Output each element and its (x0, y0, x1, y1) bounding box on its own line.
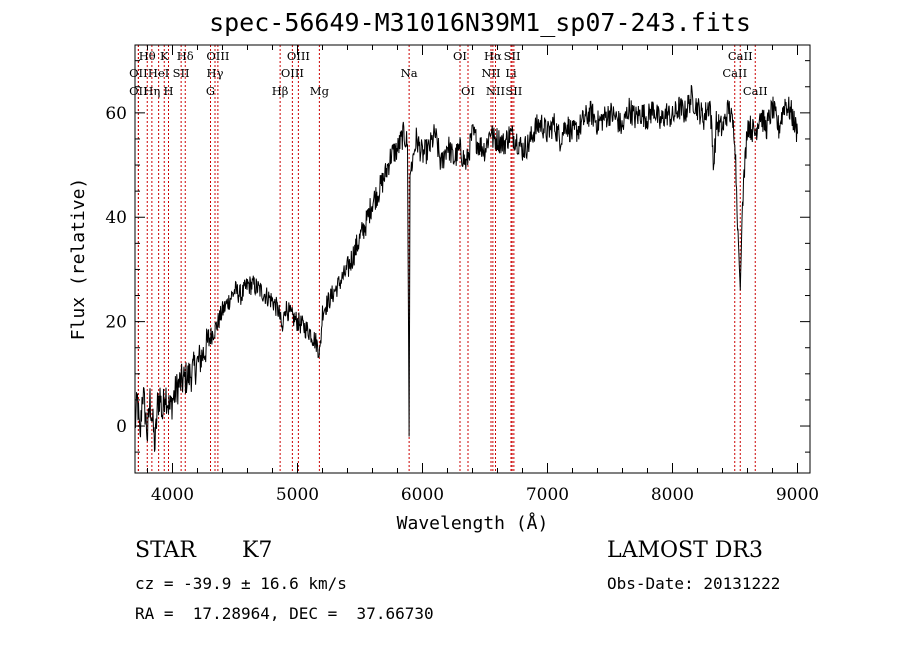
spectral-line-label: Hγ (207, 66, 224, 80)
spectral-line-label: Hη (143, 84, 160, 98)
y-axis-title: Flux (relative) (68, 178, 89, 341)
y-tick-label: 60 (105, 104, 127, 124)
spectral-line-label: Hδ (177, 49, 194, 63)
x-tick-label: 9000 (776, 485, 819, 505)
spectral-line-label: OI (461, 84, 475, 98)
spectral-line-label: G (206, 84, 215, 98)
x-axis-title: Wavelength (Å) (397, 512, 549, 534)
spectral-line-label: SII (173, 66, 190, 80)
spectral-line-label: OI (453, 49, 467, 63)
spectral-line-label: H (163, 84, 173, 98)
x-tick-label: 5000 (276, 485, 319, 505)
y-tick-label: 40 (105, 208, 127, 228)
survey-name: LAMOST DR3 (607, 538, 763, 563)
spectrum-series (134, 85, 798, 452)
object-subclass: K7 (242, 538, 273, 563)
spectral-line-label: HeI (148, 66, 169, 80)
y-tick-label: 20 (105, 313, 127, 333)
spectral-line-label: OII (129, 84, 148, 98)
spectral-line-label: OII (129, 66, 148, 80)
coordinates: RA = 17.28964, DEC = 37.66730 (135, 604, 434, 623)
x-tick-label: 4000 (151, 485, 194, 505)
object-class: STAR (135, 538, 196, 563)
spectral-line-label: CaII (743, 84, 768, 98)
redshift-value: cz = -39.9 ± 16.6 km/s (135, 574, 347, 593)
spectral-line-label: OIII (206, 49, 229, 63)
spectral-line-label: CaII (722, 66, 747, 80)
spectral-line-label: Mg (310, 84, 330, 98)
axes: 4000 5000 6000 7000 8000 9000 0 20 40 60 Wavelengt… (68, 44, 819, 534)
spectral-line-label: Hθ (139, 49, 156, 63)
chart-title: spec-56649-M31016N39M1_sp07-243.fits (209, 8, 751, 37)
spectral-line-label: Na (401, 66, 418, 80)
spectrum-line (134, 85, 798, 452)
x-tick-label: 6000 (401, 485, 444, 505)
spectral-line-label: OIII (287, 49, 310, 63)
spectral-line-label: Hα (484, 49, 502, 63)
spectral-line-label: NII (481, 66, 500, 80)
spectral-line-label: SII (504, 49, 521, 63)
x-tick-label: 8000 (651, 485, 694, 505)
spectral-line-label: SII (505, 84, 522, 98)
x-tick-label: 7000 (526, 485, 569, 505)
spectral-line-label: K (160, 49, 169, 63)
obs-date: Obs-Date: 20131222 (607, 574, 781, 593)
spectral-line-label: Hβ (272, 84, 289, 98)
y-tick-label: 0 (116, 417, 127, 437)
spectral-line-markers (137, 45, 756, 473)
spectral-line-label: CaII (728, 49, 753, 63)
spectral-line-label: OIII (281, 66, 304, 80)
spectral-line-label: NII (486, 84, 505, 98)
spectral-line-label: Li (505, 66, 517, 80)
